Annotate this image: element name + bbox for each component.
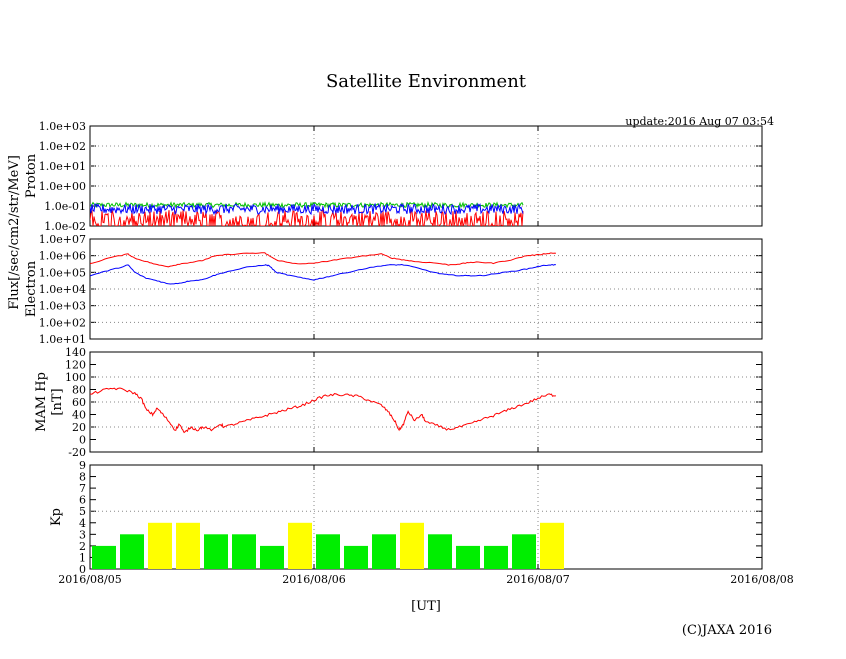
y-axis-label: Proton: [24, 153, 39, 198]
copyright-label: (C)JAXA 2016: [682, 623, 772, 638]
chart-panels: 1.0e-021.0e-011.0e+001.0e+011.0e+021.0e+…: [7, 120, 794, 586]
kp-bar: [484, 545, 508, 569]
kp-bar: [316, 534, 340, 569]
y-tick-label: -20: [68, 446, 86, 459]
flux-units-label: Flux[/sec/cm2/str/MeV]: [7, 155, 22, 310]
y-tick-label: 1.0e+00: [39, 180, 86, 193]
plot-area: [90, 387, 556, 434]
kp-bar: [120, 534, 144, 569]
kp-bar: [204, 534, 228, 569]
y-axis-label: Kp: [49, 508, 64, 526]
y-tick-label: 40: [72, 409, 86, 422]
chart-title: Satellite Environment: [326, 71, 527, 92]
y-axis-label: Electron: [24, 260, 39, 317]
x-tick-label: 2016/08/05: [58, 573, 121, 586]
kp-bar: [344, 545, 368, 569]
y-tick-label: 120: [65, 359, 86, 372]
y-tick-label: 80: [72, 384, 86, 397]
kp-bar: [428, 534, 452, 569]
kp-bar: [540, 522, 564, 569]
plot-area: [92, 522, 564, 569]
panel-frame: [89, 125, 763, 227]
y-tick-label: 3: [79, 528, 86, 541]
kp-bar: [372, 534, 396, 569]
electron-series-line: [90, 263, 557, 285]
y-tick-label: 6: [79, 494, 86, 507]
y-tick-label: 1.0e-01: [44, 200, 86, 213]
y-tick-label: 1.0e+04: [39, 283, 86, 296]
panel-frame: [89, 464, 763, 570]
mam-hp-series-line: [90, 387, 556, 434]
y-tick-label: 20: [72, 421, 86, 434]
plot-area: [90, 200, 524, 226]
kp-bar: [92, 545, 116, 569]
plot-area: [90, 252, 557, 285]
kp-bar: [512, 534, 536, 569]
kp-bar: [232, 534, 256, 569]
panel-proton: 1.0e-02 1.0e-01 1.0e+00 1.0e+01 1.0e+02 1.0e+…: [24, 120, 763, 233]
y-axis-unit-label: [nT]: [50, 388, 65, 415]
kp-bar: [288, 522, 312, 569]
update-timestamp: update:2016 Aug 07 03:54: [625, 115, 774, 128]
y-tick-label: 1.0e-02: [44, 220, 86, 233]
y-tick-label: 1.0e+01: [39, 160, 86, 173]
y-tick-label: 0: [79, 563, 86, 576]
y-tick-label: 2: [79, 540, 86, 553]
x-tick-label: 2016/08/06: [282, 573, 345, 586]
electron-series-line: [90, 252, 556, 268]
y-tick-label: 140: [65, 346, 86, 359]
y-tick-label: 1.0e+03: [39, 120, 86, 133]
x-tick-label: 2016/08/07: [506, 573, 569, 586]
y-axis-label: MAM Hp: [34, 372, 49, 432]
kp-bar: [456, 545, 480, 569]
kp-bar: [260, 545, 284, 569]
proton-series-line: [90, 202, 524, 216]
y-tick-label: 1.0e+02: [39, 316, 86, 329]
kp-bar: [176, 522, 200, 569]
y-tick-label: 1.0e+06: [39, 250, 86, 263]
y-tick-label: 1.0e+03: [39, 300, 86, 313]
y-tick-label: 1.0e+01: [39, 333, 86, 346]
y-tick-label: 9: [79, 459, 86, 472]
y-tick-label: 4: [79, 517, 86, 530]
y-tick-label: 1.0e+05: [39, 266, 86, 279]
y-tick-label: 100: [65, 371, 86, 384]
x-tick-label: 2016/08/08: [730, 573, 793, 586]
panel-electron: 1.0e+01 1.0e+02 1.0e+03 1.0e+04 1.0e+05 1.0e+…: [24, 233, 763, 346]
kp-bar: [400, 522, 424, 569]
y-tick-label: 60: [72, 396, 86, 409]
x-axis-label: [UT]: [411, 599, 441, 614]
y-tick-label: 0: [79, 434, 86, 447]
proton-series-line: [90, 200, 524, 209]
y-tick-label: 1: [79, 551, 86, 564]
y-tick-label: 1.0e+02: [39, 140, 86, 153]
proton-series-line: [90, 209, 524, 226]
y-tick-label: 1.0e+07: [39, 233, 86, 246]
kp-bar: [148, 522, 172, 569]
y-tick-label: 8: [79, 471, 86, 484]
y-tick-label: 5: [79, 505, 86, 518]
y-tick-label: 7: [79, 482, 86, 495]
